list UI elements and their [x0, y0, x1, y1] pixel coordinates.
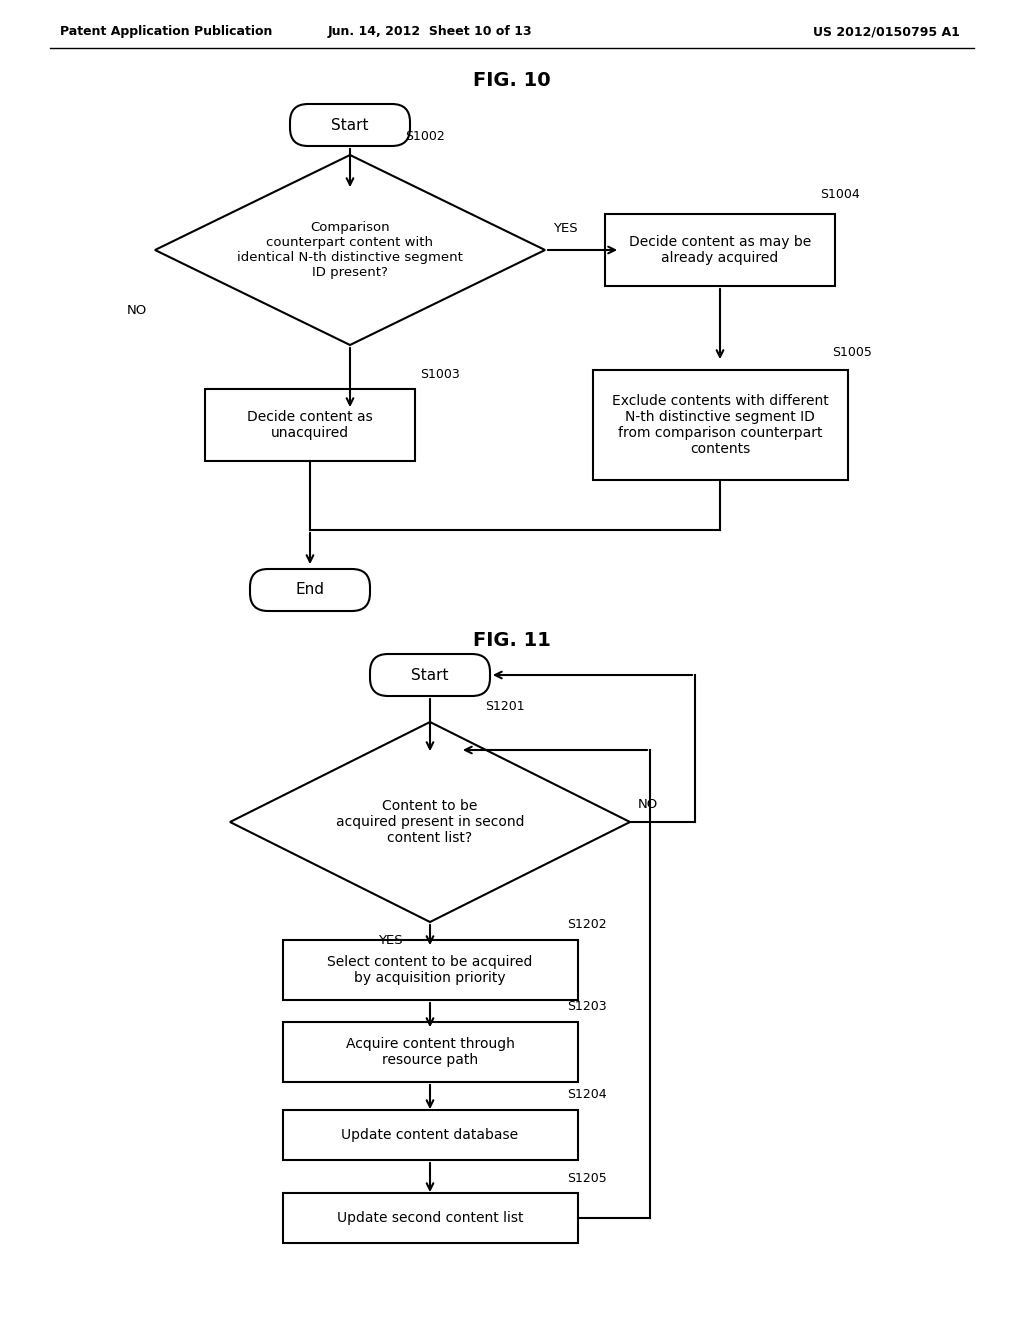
Text: Patent Application Publication: Patent Application Publication [60, 25, 272, 38]
Text: Decide content as
unacquired: Decide content as unacquired [247, 411, 373, 440]
Text: Start: Start [331, 117, 369, 132]
Text: S1004: S1004 [820, 187, 860, 201]
FancyBboxPatch shape [370, 653, 490, 696]
Text: US 2012/0150795 A1: US 2012/0150795 A1 [813, 25, 961, 38]
Text: S1203: S1203 [567, 1001, 607, 1014]
Text: Exclude contents with different
N-th distinctive segment ID
from comparison coun: Exclude contents with different N-th dis… [611, 393, 828, 457]
Text: S1202: S1202 [567, 919, 607, 932]
Bar [283, 1110, 578, 1160]
Text: Update second content list: Update second content list [337, 1210, 523, 1225]
Bar [283, 1022, 578, 1082]
Text: S1002: S1002 [406, 131, 444, 144]
Bar [605, 214, 835, 286]
Text: S1005: S1005 [833, 346, 872, 359]
Text: Content to be
acquired present in second
content list?: Content to be acquired present in second… [336, 799, 524, 845]
Text: NO: NO [638, 797, 658, 810]
Text: YES: YES [378, 933, 402, 946]
Text: FIG. 11: FIG. 11 [473, 631, 551, 649]
Text: S1205: S1205 [567, 1172, 607, 1184]
Text: Comparison
counterpart content with
identical N-th distinctive segment
ID presen: Comparison counterpart content with iden… [238, 220, 463, 279]
Text: NO: NO [127, 304, 147, 317]
Bar [283, 940, 578, 1001]
FancyBboxPatch shape [290, 104, 410, 147]
Text: Decide content as may be
already acquired: Decide content as may be already acquire… [629, 235, 811, 265]
Text: Select content to be acquired
by acquisition priority: Select content to be acquired by acquisi… [328, 954, 532, 985]
Bar [205, 389, 415, 461]
Polygon shape [230, 722, 630, 921]
Text: Update content database: Update content database [341, 1129, 518, 1142]
Text: S1201: S1201 [485, 701, 524, 714]
Text: End: End [296, 582, 325, 598]
Text: Start: Start [412, 668, 449, 682]
Text: Acquire content through
resource path: Acquire content through resource path [345, 1038, 514, 1067]
Text: YES: YES [553, 222, 578, 235]
Text: S1003: S1003 [420, 367, 460, 380]
FancyBboxPatch shape [250, 569, 370, 611]
Polygon shape [155, 154, 545, 345]
Text: Jun. 14, 2012  Sheet 10 of 13: Jun. 14, 2012 Sheet 10 of 13 [328, 25, 532, 38]
Text: S1204: S1204 [567, 1089, 607, 1101]
Text: FIG. 10: FIG. 10 [473, 70, 551, 90]
Bar [593, 370, 848, 480]
Bar [283, 1193, 578, 1243]
